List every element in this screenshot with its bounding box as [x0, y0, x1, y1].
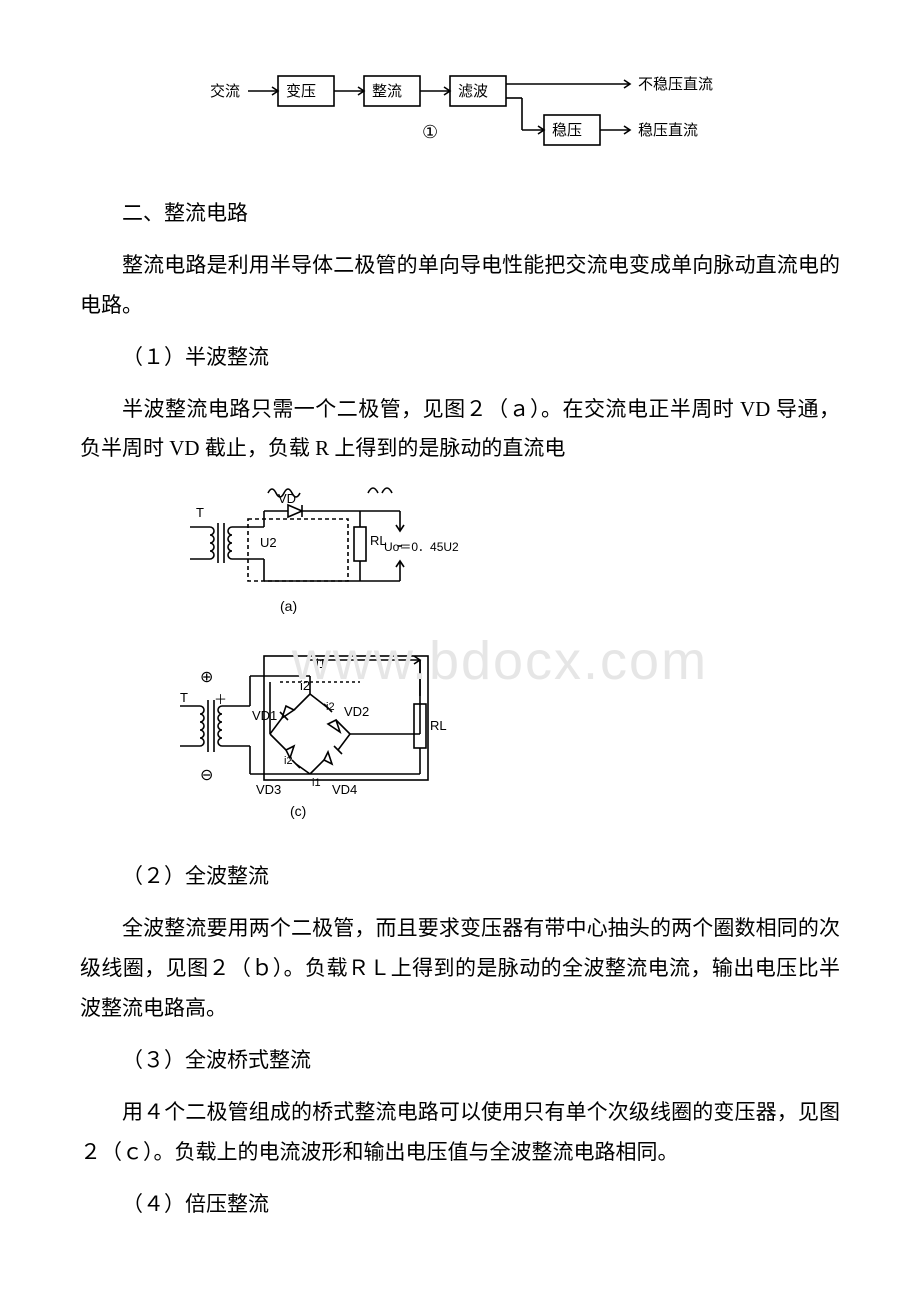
item-2-para: 全波整流要用两个二极管，而且要求变压器有带中心抽头的两个圈数相同的次级线圈，见图… — [80, 909, 840, 1029]
fc-circminus: ⊖ — [200, 767, 213, 784]
fc-i2t: i2 — [300, 678, 310, 693]
block-diagram: 交流 变压 整流 滤波 不稳压直流 稳压 稳压直流 ① — [200, 60, 720, 170]
item-4-heading: （４）倍压整流 — [80, 1185, 840, 1225]
fc-i2m: i2 — [326, 701, 335, 713]
item-1-para: 半波整流电路只需一个二极管，见图２（ａ）。在交流电正半周时 VD 导通，负半周时… — [80, 390, 840, 470]
figure-2c: ⊕ ⊖ T ＋ i1 i2 — [160, 646, 500, 836]
bd-output-top: 不稳压直流 — [638, 76, 713, 93]
fc-VD4: VD4 — [332, 782, 357, 797]
fa-caption: (a) — [280, 598, 297, 614]
figure-2-wrap: www.bdocx.com T VD — [160, 481, 840, 841]
fc-i1b: i1 — [312, 777, 321, 789]
item-1-heading: （１）半波整流 — [80, 338, 840, 378]
bd-box-2: 滤波 — [458, 83, 488, 100]
fc-VD2: VD2 — [344, 704, 369, 719]
bd-input-label: 交流 — [210, 82, 240, 100]
bd-circle-label: ① — [422, 122, 438, 142]
fa-T: T — [196, 505, 204, 520]
fc-T: T — [180, 690, 188, 705]
fa-Uo: Uo＝0．45U2 — [384, 540, 459, 554]
fa-VD: VD — [278, 491, 296, 506]
fc-i2b: i2 — [284, 755, 293, 767]
section-2-intro: 整流电路是利用半导体二极管的单向导电性能把交流电变成单向脉动直流电的电路。 — [80, 246, 840, 326]
fc-plus: ＋ — [214, 692, 227, 707]
section-2-title: 二、整流电路 — [80, 194, 840, 234]
bd-box-1: 整流 — [372, 83, 402, 100]
fa-U2: U2 — [260, 535, 277, 550]
bd-output-bottom: 稳压直流 — [638, 122, 698, 139]
fc-caption: (c) — [290, 803, 306, 819]
figure-2a: T VD U2 — [160, 481, 500, 641]
fc-circplus: ⊕ — [200, 669, 213, 686]
item-3-heading: （３）全波桥式整流 — [80, 1041, 840, 1081]
fc-i1t: i1 — [316, 656, 326, 671]
fc-VD3: VD3 — [256, 782, 281, 797]
item-2-heading: （２）全波整流 — [80, 857, 840, 897]
fc-RL: RL — [430, 718, 447, 733]
bd-box-3: 稳压 — [552, 122, 582, 139]
item-3-para: 用４个二极管组成的桥式整流电路可以使用只有单个次级线圈的变压器，见图２（ｃ）。负… — [80, 1093, 840, 1173]
bd-box-0: 变压 — [286, 83, 316, 100]
